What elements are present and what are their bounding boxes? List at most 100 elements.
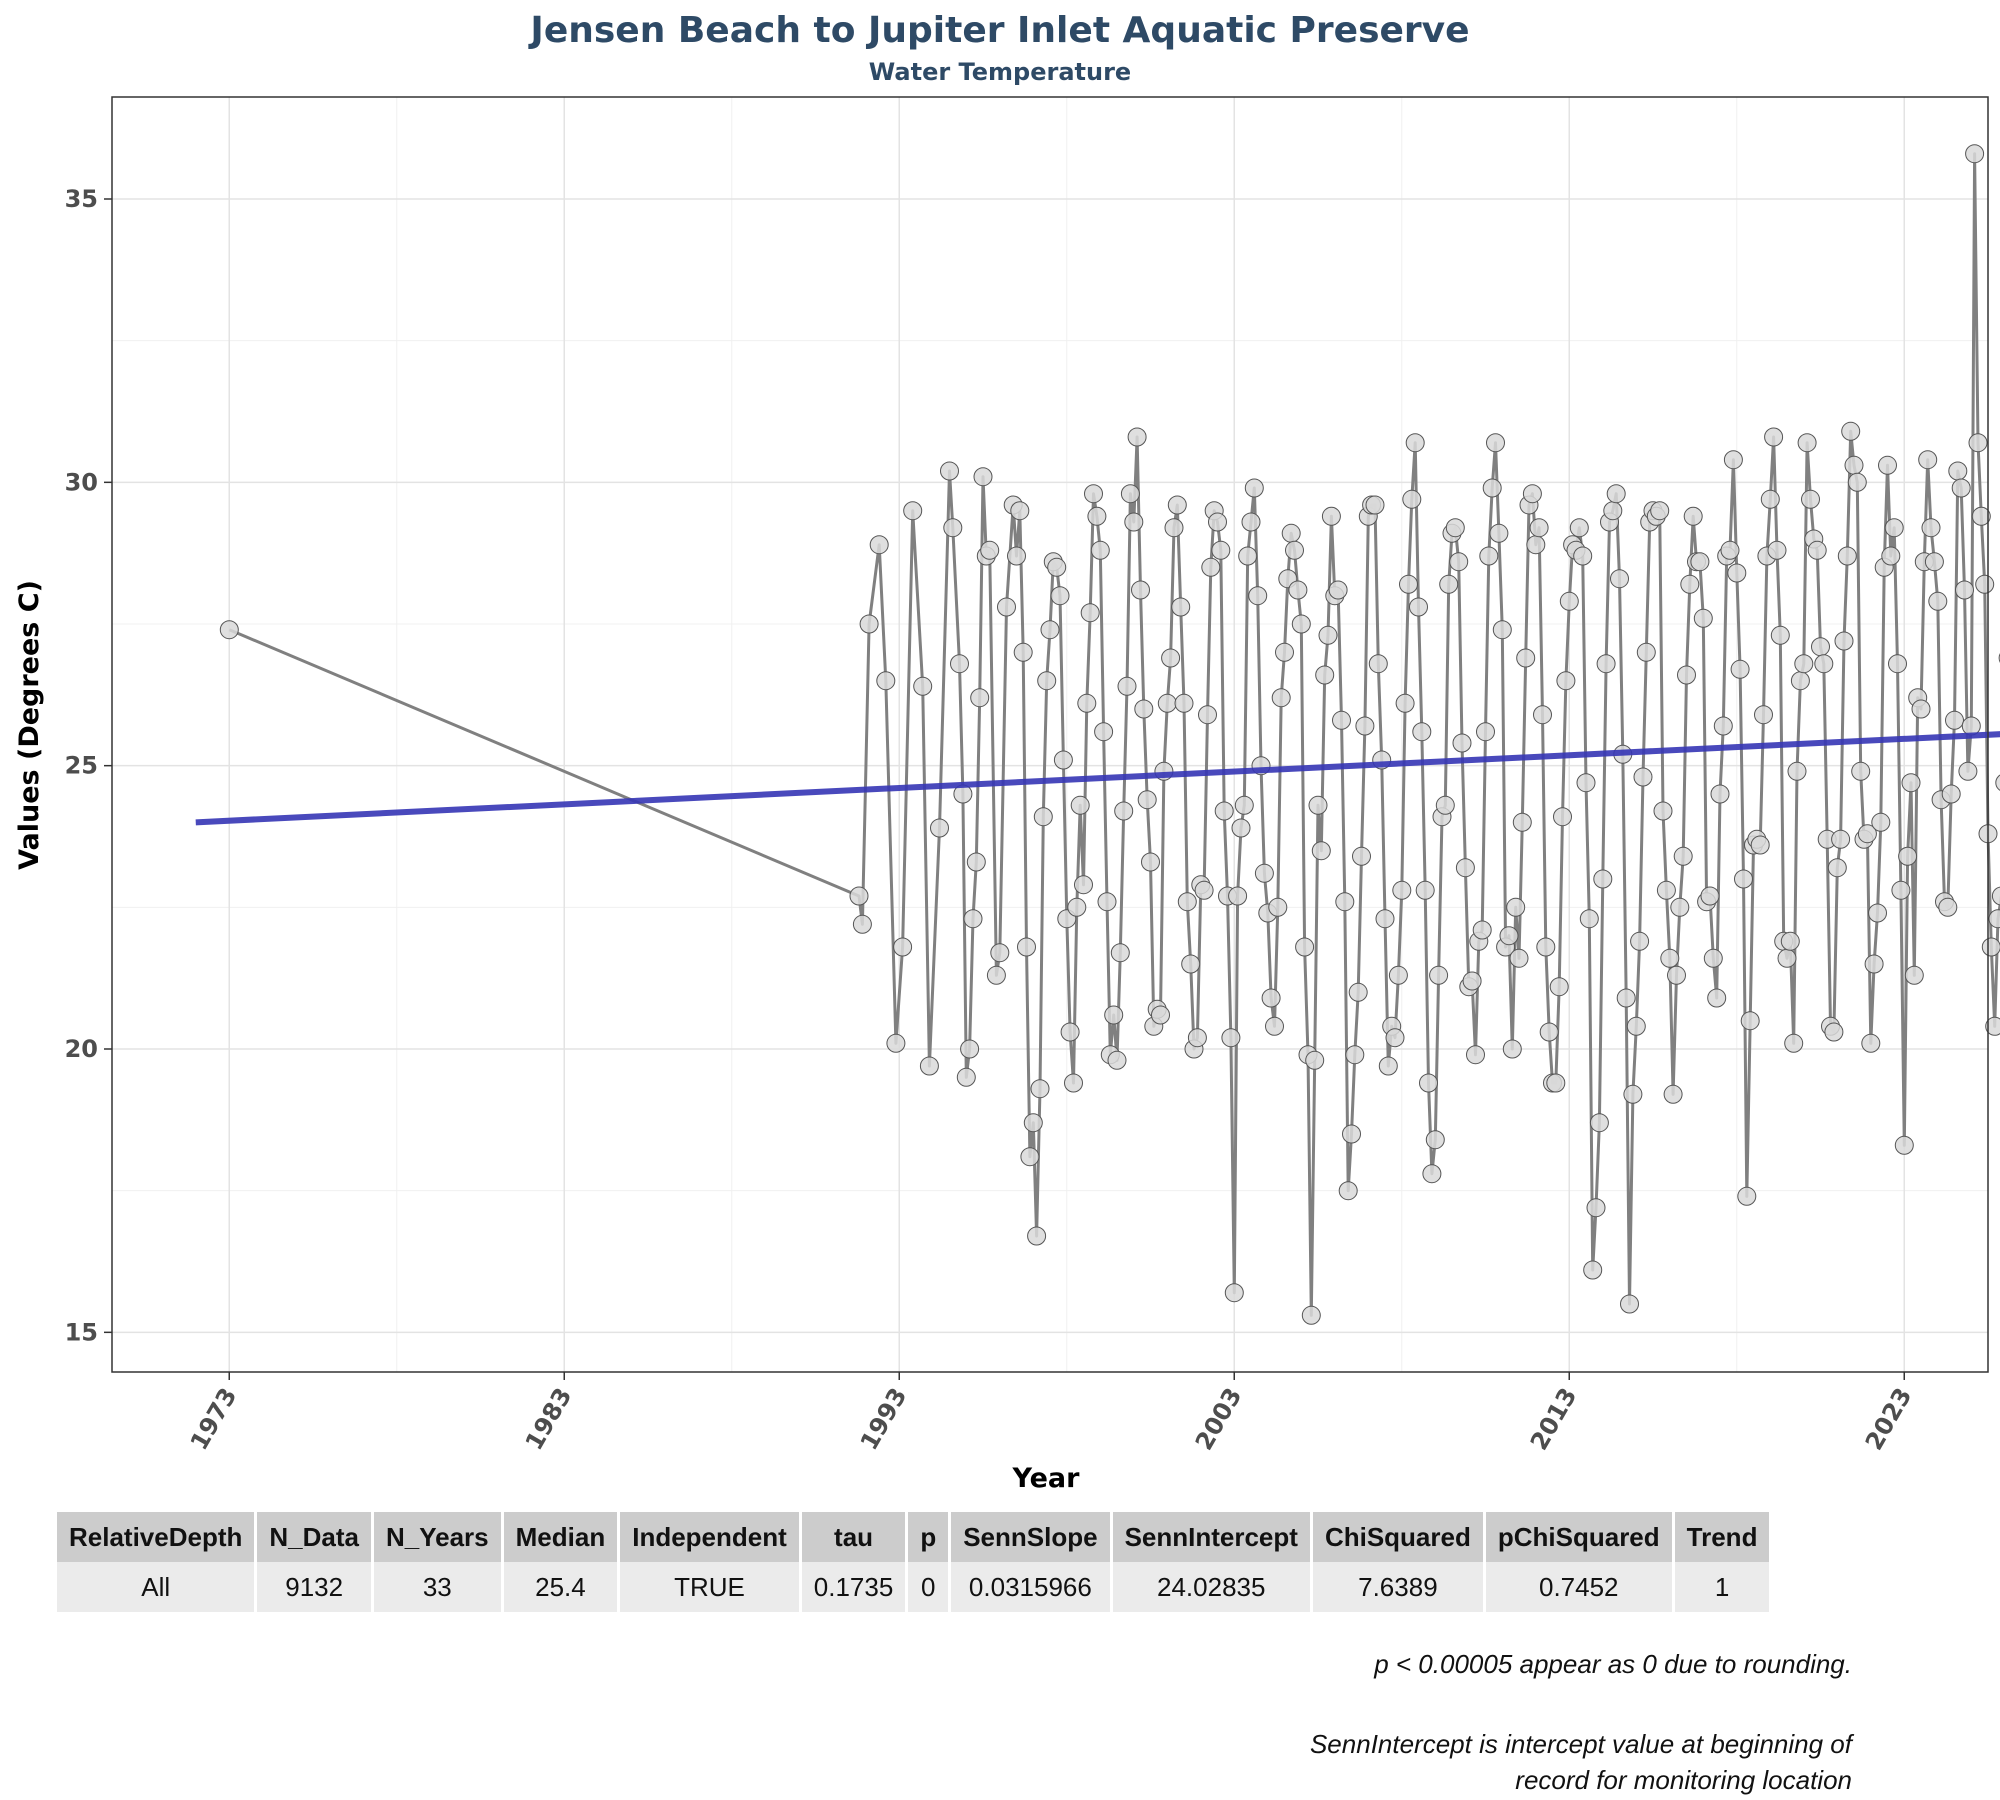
data-point [1281, 523, 1301, 543]
x-tick-label: 2013 [1525, 1383, 1583, 1455]
data-point [1110, 943, 1130, 963]
data-point [1754, 705, 1773, 725]
y-tick-label: 15 [65, 1318, 98, 1346]
data-point [1060, 1022, 1080, 1042]
data-point [1402, 489, 1422, 509]
data-point [1991, 886, 2000, 906]
data-point [1522, 484, 1542, 504]
data-point [1526, 535, 1546, 555]
data-point [1955, 580, 1974, 600]
data-point [1958, 761, 1978, 781]
data-point [966, 852, 986, 872]
data-point [1104, 1005, 1124, 1025]
data-point [1181, 954, 1201, 974]
data-point [1486, 433, 1505, 453]
data-point [1171, 597, 1191, 617]
data-point [1211, 540, 1231, 560]
data-point [1730, 659, 1750, 679]
data-point [1275, 642, 1294, 662]
data-point [1985, 1016, 2000, 1036]
table-body: All 9132 33 25.4 TRUE 0.1735 0 0.0315966 24.0283… [57, 1562, 1770, 1612]
data-point [219, 620, 239, 640]
data-point [1512, 812, 1532, 832]
table-cell: 25.4 [503, 1562, 618, 1612]
data-point [1921, 518, 1941, 538]
data-point [1801, 489, 1820, 509]
data-point [1385, 1028, 1405, 1048]
data-point [1107, 1050, 1127, 1070]
data-point [1234, 795, 1254, 815]
data-point [1620, 1294, 1639, 1314]
data-point [1265, 1016, 1284, 1036]
data-point [1084, 484, 1103, 504]
data-point [1864, 954, 1884, 974]
table-header-cell: Independent [620, 1512, 799, 1562]
data-point [1472, 920, 1492, 940]
y-axis-ticks: 15 20 25 30 35 [65, 185, 112, 1346]
data-point [1248, 586, 1268, 606]
data-point [1981, 937, 2000, 957]
data-point [990, 943, 1010, 963]
data-point [1033, 807, 1053, 827]
x-tick-label: 2003 [1190, 1383, 1248, 1455]
data-point [1965, 144, 1985, 164]
data-point [1941, 784, 1961, 804]
data-point [1844, 455, 1864, 475]
data-point [1502, 1039, 1522, 1059]
data-point [1221, 1028, 1241, 1048]
data-point [1161, 648, 1181, 668]
data-point [1053, 750, 1073, 770]
data-point [1707, 988, 1727, 1008]
data-point [1569, 518, 1589, 538]
data-point [1827, 858, 1847, 878]
data-point [1445, 518, 1465, 538]
data-point [1650, 501, 1670, 521]
data-point [1884, 518, 1904, 538]
data-point [1342, 1124, 1361, 1144]
table-cell: TRUE [620, 1562, 799, 1612]
data-point [1157, 693, 1177, 713]
table-row: All 9132 33 25.4 TRUE 0.1735 0 0.0315966 24.0283… [57, 1562, 1770, 1612]
data-point [1040, 620, 1060, 640]
data-point [1365, 495, 1385, 515]
data-point [1332, 710, 1351, 730]
data-point [1677, 665, 1696, 685]
data-point [1660, 948, 1680, 968]
series-line-layer [228, 152, 2000, 1317]
data-point [1305, 1050, 1325, 1070]
data-point [1506, 897, 1526, 917]
x-axis-ticks: 1973 1983 1993 2003 2013 2023 [185, 1372, 1917, 1455]
data-point [1740, 1011, 1760, 1031]
data-point [1663, 1084, 1683, 1104]
data-points [219, 144, 2000, 1325]
data-point [1901, 773, 1921, 793]
data-point [1007, 546, 1026, 566]
data-point [1271, 688, 1291, 708]
data-point [1412, 722, 1432, 742]
data-point [1787, 761, 1807, 781]
data-point [1268, 897, 1288, 917]
data-point [1546, 1073, 1566, 1093]
data-point [1047, 557, 1067, 577]
table-cell: 0.0315966 [951, 1562, 1110, 1612]
data-point [1824, 1022, 1844, 1042]
data-point [1177, 892, 1197, 912]
y-axis-title: Values (Degrees C) [14, 580, 45, 870]
data-point [1911, 699, 1931, 719]
data-point [1807, 540, 1827, 560]
data-point [1013, 642, 1033, 662]
data-point [1392, 880, 1412, 900]
data-point [1295, 937, 1315, 957]
data-point [1841, 421, 1861, 441]
table-header-cell: SennIntercept [1112, 1512, 1310, 1562]
y-tick-label: 20 [65, 1035, 98, 1063]
data-point [1134, 699, 1154, 719]
data-point [1811, 637, 1830, 657]
data-point [876, 671, 896, 691]
data-point [1425, 1130, 1445, 1150]
rounding-note: p < 0.00005 appear as 0 due to rounding. [1374, 1649, 1852, 1679]
data-point [1429, 965, 1449, 985]
y-tick-label: 30 [65, 468, 98, 496]
data-point [1198, 705, 1217, 725]
data-point [1345, 1045, 1365, 1065]
